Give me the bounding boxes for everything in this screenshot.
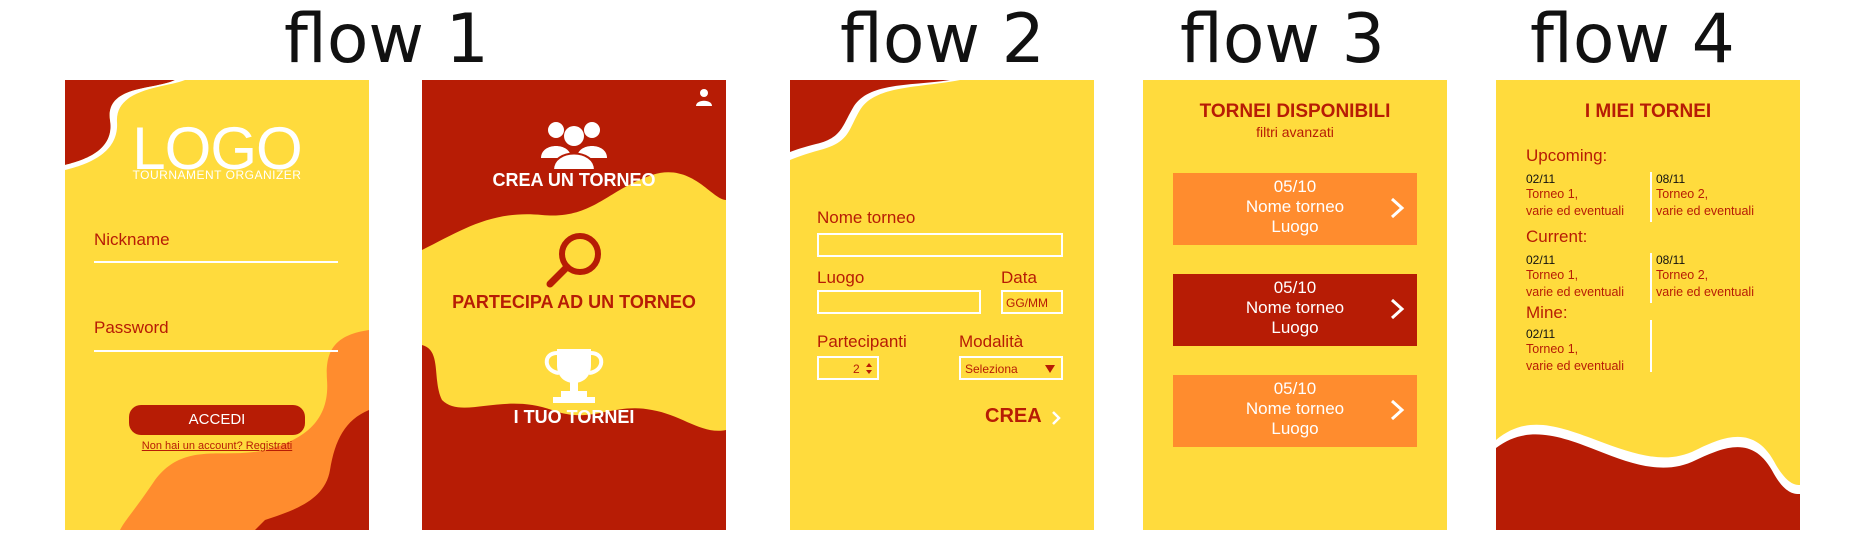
my-tournaments-button[interactable]: I TUO TORNEI — [513, 407, 635, 427]
chevron-right-icon — [1390, 298, 1405, 320]
tournament-card[interactable]: 05/10 Nome torneo Luogo — [1173, 274, 1417, 346]
place-label: Luogo — [817, 268, 865, 287]
tournament-name: Torneo 2, — [1656, 268, 1709, 282]
tournament-name: Torneo 2, — [1656, 187, 1709, 201]
login-button[interactable]: ACCEDI — [129, 405, 305, 435]
tournament-details: varie ed eventuali — [1656, 204, 1754, 218]
tournament-name: Torneo 1, — [1526, 268, 1579, 282]
divider — [1650, 253, 1652, 303]
flow-1-title: flow 1 — [284, 0, 489, 79]
register-link[interactable]: Non hai un account? Registrati — [141, 440, 293, 452]
my-tournaments-screen: I MIEI TORNEI Upcoming: 02/11 Torneo 1, … — [1496, 80, 1800, 530]
tournament-name-label: Nome torneo — [817, 208, 916, 227]
tournament-details: varie ed eventuali — [1526, 285, 1624, 299]
tournament-name: Torneo 1, — [1526, 342, 1579, 356]
divider — [1650, 320, 1652, 372]
my-tournaments-title: I MIEI TORNEI — [1584, 101, 1712, 122]
card-date: 05/10 — [1273, 379, 1317, 398]
list-item[interactable]: 02/11 Torneo 1, varie ed eventuali — [1526, 327, 1624, 375]
tournament-details: varie ed eventuali — [1526, 204, 1624, 218]
participants-label: Partecipanti — [817, 332, 907, 351]
section-upcoming-label: Upcoming: — [1526, 146, 1608, 165]
tournament-date: 08/11 — [1656, 253, 1686, 267]
tournament-card[interactable]: 05/10 Nome torneo Luogo — [1173, 375, 1417, 447]
password-label: Password — [94, 318, 169, 337]
stepper-arrows-icon[interactable] — [865, 362, 873, 375]
tournament-date: 08/11 — [1656, 172, 1686, 186]
divider — [1650, 172, 1652, 222]
participants-value: 2 — [853, 362, 860, 376]
create-form-screen: Nome torneo Luogo Data GG/MM Partecipant… — [790, 80, 1094, 530]
mode-value: Seleziona — [965, 362, 1018, 376]
tournament-date: 02/11 — [1526, 327, 1556, 341]
create-button-label: CREA — [985, 405, 1042, 427]
trophy-icon — [544, 349, 604, 403]
my-tournaments-background — [1496, 424, 1800, 530]
card-place: Luogo — [1271, 419, 1319, 438]
card-date: 05/10 — [1273, 177, 1317, 196]
card-name: Nome torneo — [1245, 399, 1345, 418]
tournament-date: 02/11 — [1526, 172, 1556, 186]
list-item[interactable]: 02/11 Torneo 1, varie ed eventuali — [1526, 253, 1624, 301]
tournament-details: varie ed eventuali — [1526, 359, 1624, 373]
tournament-name-input[interactable] — [817, 233, 1063, 257]
section-mine-label: Mine: — [1526, 303, 1568, 322]
section-current-label: Current: — [1526, 227, 1588, 246]
search-icon — [546, 233, 601, 288]
card-place: Luogo — [1271, 318, 1319, 337]
password-field[interactable] — [94, 350, 338, 352]
logo-subtitle: TOURNAMENT ORGANIZER — [132, 168, 302, 182]
tournament-date: 02/11 — [1526, 253, 1556, 267]
tournament-card[interactable]: 05/10 Nome torneo Luogo — [1173, 173, 1417, 245]
form-background — [790, 80, 960, 160]
flow-3-title: flow 3 — [1180, 0, 1385, 79]
user-icon[interactable] — [695, 88, 713, 106]
available-title: TORNEI DISPONIBILI — [1199, 101, 1391, 122]
nickname-field[interactable] — [94, 261, 338, 263]
menu-background — [422, 172, 726, 431]
login-screen: LOGO TOURNAMENT ORGANIZER Nickname Passw… — [65, 80, 369, 530]
list-item[interactable]: 08/11 Torneo 2, varie ed eventuali — [1656, 172, 1754, 220]
list-item[interactable]: 08/11 Torneo 2, varie ed eventuali — [1656, 253, 1754, 301]
create-button[interactable]: CREA — [985, 405, 1065, 433]
date-placeholder: GG/MM — [1006, 296, 1048, 310]
chevron-right-icon — [1390, 399, 1405, 421]
mode-label: Modalità — [959, 332, 1024, 351]
tournament-details: varie ed eventuali — [1656, 285, 1754, 299]
join-tournament-button[interactable]: PARTECIPA AD UN TORNEO — [452, 292, 696, 312]
flow-2-title: flow 2 — [840, 0, 1045, 79]
advanced-filters-link[interactable]: filtri avanzati — [1256, 124, 1334, 140]
available-tournaments-screen: TORNEI DISPONIBILI filtri avanzati 05/10… — [1143, 80, 1447, 530]
nickname-label: Nickname — [94, 230, 170, 249]
menu-screen: CREA UN TORNEO PARTECIPA AD UN TORNEO I … — [422, 80, 726, 530]
chevron-right-icon — [1390, 197, 1405, 219]
tournament-name: Torneo 1, — [1526, 187, 1579, 201]
group-icon — [541, 122, 607, 170]
card-name: Nome torneo — [1245, 298, 1345, 317]
date-input[interactable]: GG/MM — [1001, 290, 1063, 314]
app-logo: LOGO — [132, 115, 302, 182]
participants-stepper[interactable]: 2 — [817, 356, 879, 380]
card-place: Luogo — [1271, 217, 1319, 236]
flow-4-title: flow 4 — [1530, 0, 1735, 79]
card-name: Nome torneo — [1245, 197, 1345, 216]
date-label: Data — [1001, 268, 1037, 287]
card-date: 05/10 — [1273, 278, 1317, 297]
login-background — [65, 80, 369, 530]
chevron-right-icon — [1052, 411, 1061, 425]
create-tournament-button[interactable]: CREA UN TORNEO — [492, 170, 656, 190]
place-input[interactable] — [817, 290, 981, 314]
list-item[interactable]: 02/11 Torneo 1, varie ed eventuali — [1526, 172, 1624, 220]
mode-select[interactable]: Seleziona — [959, 356, 1063, 380]
chevron-down-icon — [1045, 365, 1055, 373]
